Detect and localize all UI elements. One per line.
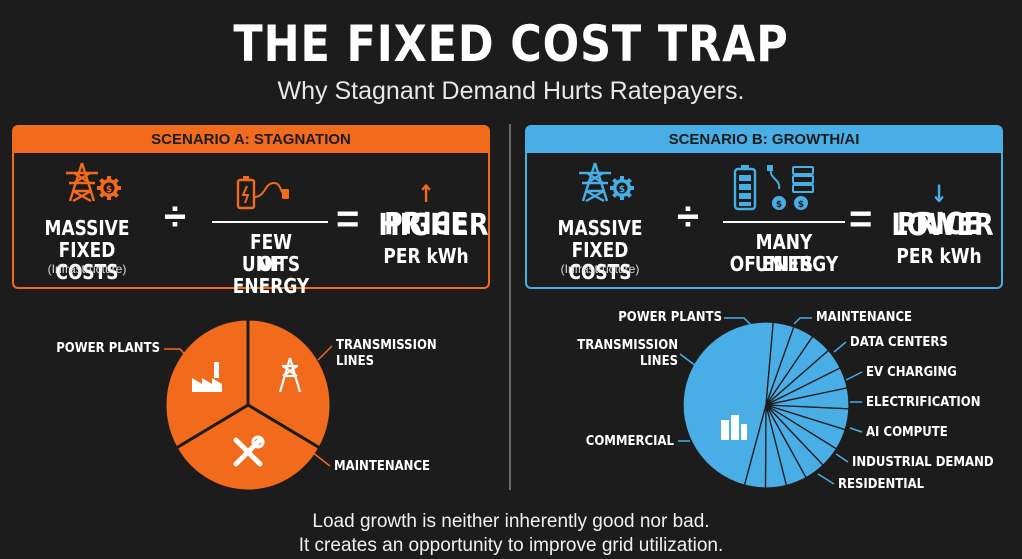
scenario-a-result-line1-wrap: ↑HIGHER [378,177,488,242]
up-arrow-icon: ↑ [417,180,435,208]
pie-b-label-electrification: ELECTRIFICATION [866,395,981,410]
pie-a-label-maintenance: MAINTENANCE [334,459,431,474]
scenario-b-fraction-line [723,221,845,223]
wrench-head [251,435,265,449]
scenario-b-panel: SCENARIO B: GROWTH/AI $ MASSIVE FIXED CO… [525,125,1003,289]
footer-line1: Load growth is neither inherently good n… [312,511,710,532]
scenario-b-denominator-line1: MANY UNITS [754,230,814,276]
pie-a-label-transmission-line1: TRANSMISSION [336,338,437,353]
footer-caption: Load growth is neither inherently good n… [0,510,1022,558]
scenario-a-numerator-line1: MASSIVE [44,216,130,240]
scenario-b-numerator-line1: MASSIVE [557,216,643,240]
scenario-b-result-line1-wrap: ↓LOWER [891,177,993,242]
pie-a-leader-maintenance [311,451,331,467]
pie-b-label-data-centers: DATA CENTERS [850,335,948,350]
office-building-icon [721,420,729,440]
scenario-a-header: SCENARIO A: STAGNATION [14,127,488,153]
transmission-tower-icon [66,162,98,203]
scenario-a-numerator-note: (Infrastructure) [47,262,127,276]
scenario-b-result-line1: LOWER [891,208,994,243]
pie-b-label-industrial-demand: INDUSTRIAL DEMAND [852,455,994,470]
office-building-annex [741,424,747,440]
pie-b-leader-residential [817,473,835,485]
scenario-a-numerator-line2: FIXED COSTS [55,238,119,284]
pie-a-label-power-plants: POWER PLANTS [56,341,160,356]
pie-b-label-ai-compute: AI COMPUTE [866,425,948,440]
pie-b-slice-commercial [682,321,774,486]
pie-b-leader-industrial-demand [835,453,849,463]
footer-line2: It creates an opportunity to improve gri… [298,535,724,556]
pie-a-leader-transmission [317,345,333,361]
svg-text:$: $ [619,185,625,195]
scenario-a-equation: $ MASSIVE FIXED COSTS (Infrastructure) ÷… [14,155,489,297]
scenario-b-numerator-line2: FIXED COSTS [568,238,632,284]
scenario-b-result-line2: PRICE [897,207,981,242]
factory-chimney [214,362,219,378]
scenario-a-panel: SCENARIO A: STAGNATION $ MASSIVE FIXED C… [12,125,490,297]
scenario-b-header: SCENARIO B: GROWTH/AI [527,127,1001,153]
scenario-a-denominator-line1: FEW UNITS [241,230,301,276]
scenario-b-equals-sign: = [849,197,873,241]
pie-b-leader-transmission [679,353,697,367]
down-arrow-icon: ↓ [930,180,948,208]
pie-a-label-transmission-line2: LINES [336,354,375,369]
scenario-a-denominator-line2: OF ENERGY [232,252,310,298]
pie-b-leader-maintenance [793,317,812,325]
wrench-icon [233,437,263,467]
page-title: THE FIXED COST TRAP [233,15,789,73]
scenario-a-fraction-line [212,221,328,223]
pie-a-leader-power-plants [164,348,187,357]
dollar-gear-icon: $ [97,176,121,200]
scenario-a-result-line2: PRICE [384,207,468,242]
scenario-a-divide-sign: ÷ [164,195,186,239]
scenario-a-result-line3: PER kWh [383,244,469,268]
pie-b-label-residential: RESIDENTIAL [838,477,925,492]
pie-a-slice-2 [174,403,322,493]
transmission-tower-icon [278,357,302,393]
pie-b-label-commercial: COMMERCIAL [585,434,674,449]
transmission-tower-icon [579,162,611,203]
pie-b-label-transmission-line1: TRANSMISSION [577,338,678,353]
pie-b-label-power-plants: POWER PLANTS [618,310,722,325]
pie-b-label-transmission-line2: LINES [639,354,678,369]
battery-plug-icon [236,176,289,210]
pie-b-leader-data-centers [833,341,847,353]
scenario-b-equation: $ MASSIVE FIXED COSTS (Infrastructure) ÷… [527,155,1001,287]
pie-b-leader-power-plants [724,317,753,327]
pie-b-label-ev-charging: EV CHARGING [866,365,957,380]
scenario-a-equals-sign: = [336,197,360,241]
svg-text:$: $ [798,200,804,210]
page-subtitle: Why Stagnant Demand Hurts Ratepayers. [277,77,745,105]
pie-b-leader-ev-charging [845,371,863,381]
scenario-b-divide-sign: ÷ [677,195,699,239]
scenario-b-numerator-note: (Infrastructure) [560,262,640,276]
scenario-a-result-line1: HIGHER [378,208,489,243]
pie-b-slice-14 [743,404,767,489]
battery-plug-server-icon: $ $ [733,165,814,211]
office-building-tower [731,415,739,440]
svg-text:$: $ [776,200,782,210]
scenario-b-result-line3: PER kWh [896,244,982,268]
factory-icon [192,378,222,392]
svg-text:$: $ [106,185,112,195]
center-divider [509,124,511,490]
pie-b-label-maintenance: MAINTENANCE [816,310,913,325]
dollar-gear-icon: $ [610,176,634,200]
pie-b-leader-ai-compute [849,427,863,433]
scenario-b-denominator-line2: OF ENERGY [729,252,839,276]
